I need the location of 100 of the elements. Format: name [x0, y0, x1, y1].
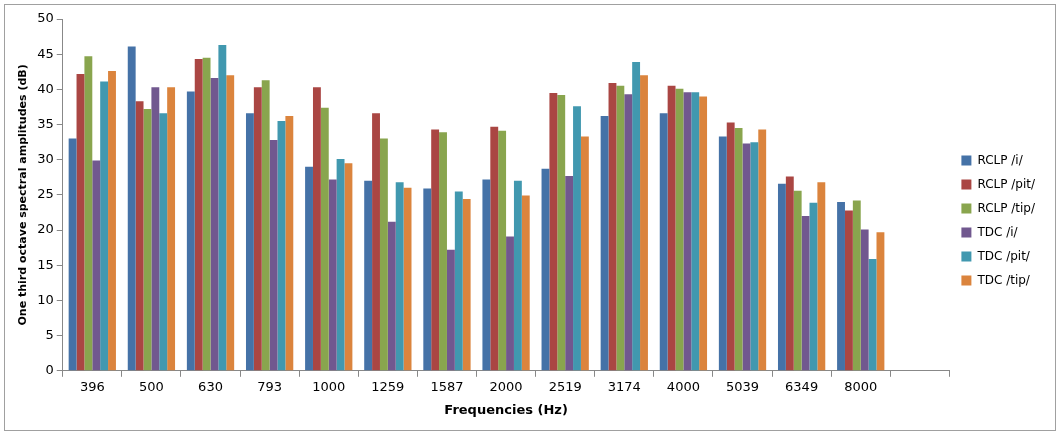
bar [92, 160, 101, 371]
bar [852, 200, 861, 371]
bar [860, 229, 869, 371]
bar [379, 138, 388, 371]
bar [253, 87, 262, 371]
bar [285, 116, 294, 371]
bar [68, 138, 77, 371]
y-tick-label: 50 [37, 10, 54, 26]
x-tick-label: 793 [257, 378, 283, 394]
legend-label: RCLP /tip/ [977, 200, 1036, 215]
y-tick-label: 0 [45, 362, 54, 378]
bar [837, 201, 845, 371]
bar [328, 179, 337, 371]
bar [734, 128, 743, 371]
bar [793, 190, 802, 371]
bar [624, 94, 633, 371]
bar [506, 236, 514, 371]
x-tick-label: 2519 [548, 378, 582, 394]
bar [521, 195, 530, 371]
bar [226, 75, 235, 371]
legend-label: TDC /i/ [976, 224, 1019, 239]
legend-label: RCLP /i/ [977, 152, 1024, 167]
x-tick-label: 1000 [312, 378, 346, 394]
bar [364, 180, 373, 371]
bar [750, 142, 759, 371]
x-tick-label: 500 [138, 378, 164, 394]
bar [718, 136, 727, 371]
bar [454, 191, 463, 371]
x-tick-label: 4000 [666, 378, 700, 394]
bar [462, 199, 471, 371]
bar [482, 179, 491, 371]
bar [498, 130, 507, 371]
bar [616, 85, 625, 371]
bar [490, 126, 499, 371]
bar [312, 87, 321, 371]
bar [758, 129, 767, 371]
bar [513, 180, 522, 371]
bar [167, 87, 176, 371]
x-tick-label: 630 [198, 378, 223, 394]
bar [305, 166, 313, 371]
bar [336, 159, 345, 371]
x-tick-label: 2000 [489, 378, 523, 394]
bar [372, 113, 380, 371]
bar [876, 232, 885, 371]
bar [395, 182, 404, 371]
bar [777, 183, 786, 371]
bar [785, 176, 794, 371]
bar [640, 75, 648, 371]
legend-label: TDC /pit/ [976, 248, 1031, 263]
bar [245, 113, 254, 371]
bar [632, 61, 641, 371]
y-axis-title: One third octave spectral amplitudes (dB) [16, 64, 30, 326]
bar [801, 216, 810, 371]
x-tick-label: 5039 [725, 378, 760, 394]
bar [600, 116, 609, 371]
bar [320, 107, 329, 371]
bar [84, 56, 93, 371]
bar [100, 81, 109, 371]
bar [446, 249, 455, 371]
y-tick-label: 10 [37, 291, 54, 307]
x-tick-label: 396 [79, 378, 105, 394]
x-axis-title: Frequencies (Hz) [444, 401, 568, 417]
y-tick-label: 20 [37, 221, 54, 237]
bar [159, 113, 168, 371]
legend-label: TDC /tip/ [976, 272, 1031, 287]
bar [573, 106, 581, 371]
y-tick-label: 45 [37, 45, 54, 61]
x-tick-label: 8000 [844, 378, 878, 394]
bar [387, 221, 396, 371]
bar [127, 46, 136, 371]
bar [691, 92, 700, 371]
bar [699, 96, 708, 371]
bar [423, 188, 432, 371]
bar [565, 175, 574, 371]
x-tick-label: 3174 [607, 378, 641, 394]
bar [194, 59, 203, 371]
bar [151, 87, 160, 371]
bar [439, 132, 447, 371]
bar [135, 101, 144, 371]
x-tick-label: 6349 [785, 378, 819, 394]
y-tick-label: 15 [37, 256, 54, 272]
bar [557, 94, 566, 371]
y-tick-label: 35 [37, 115, 54, 131]
x-tick-label: 1259 [371, 378, 405, 394]
x-tick-label: 1587 [430, 378, 464, 394]
y-tick-label: 40 [37, 80, 54, 96]
bar [186, 91, 195, 371]
bar [580, 136, 589, 371]
bar [218, 45, 227, 371]
bar [269, 140, 278, 371]
bar [261, 80, 270, 371]
y-tick-label: 25 [37, 186, 54, 202]
bar [726, 122, 735, 371]
bar [659, 113, 668, 371]
bar [108, 71, 116, 371]
bar [549, 92, 558, 371]
bar [817, 182, 826, 371]
legend-label: RCLP /pit/ [977, 176, 1036, 191]
bar [667, 85, 676, 371]
y-tick-label: 30 [37, 151, 54, 167]
